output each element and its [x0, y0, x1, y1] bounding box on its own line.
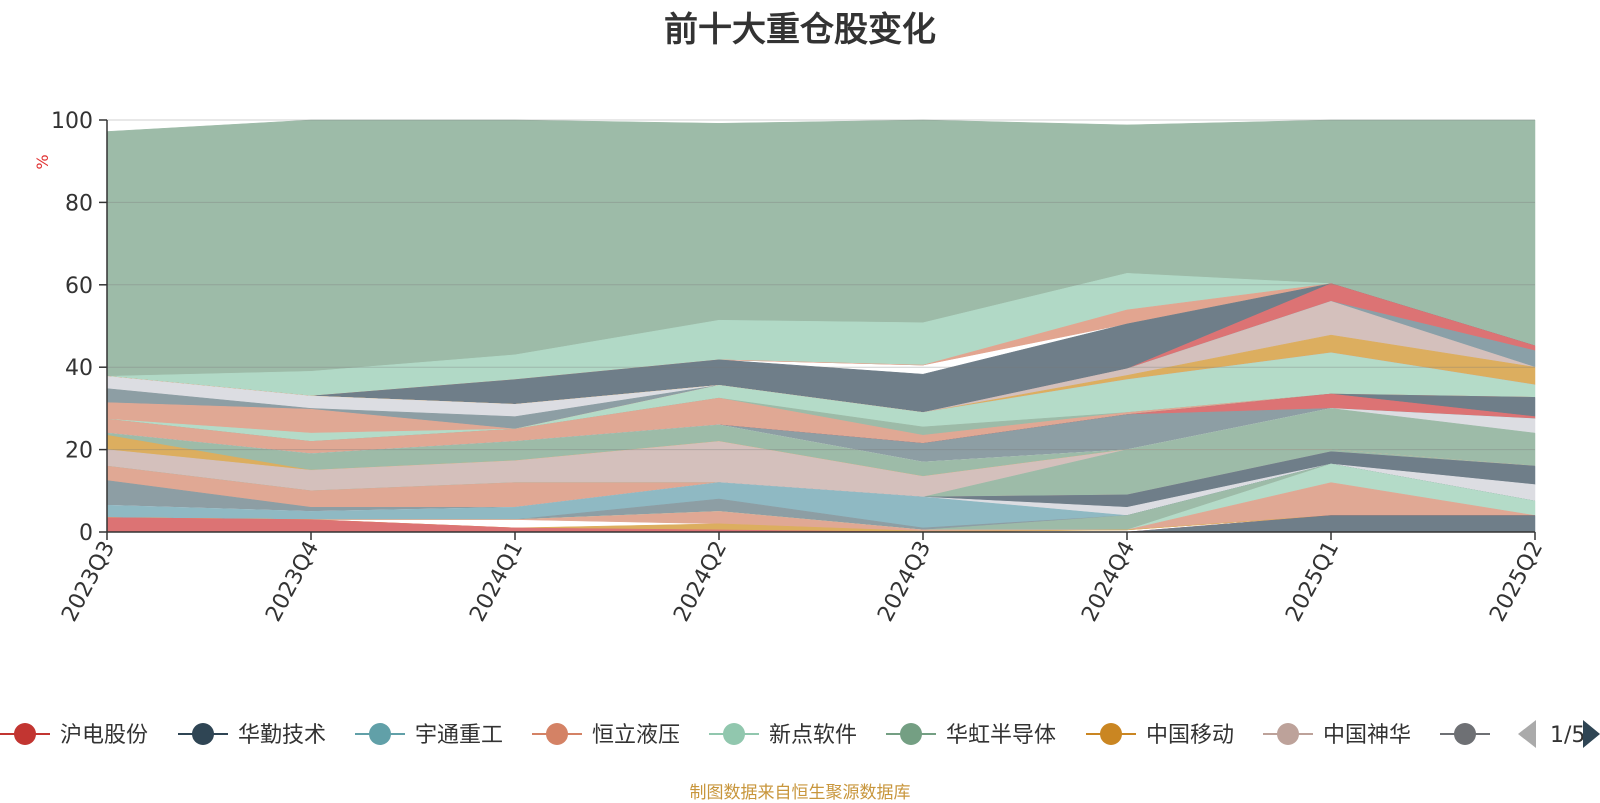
- x-tick-label: 2023Q3: [57, 537, 120, 626]
- y-tick-label: 20: [65, 439, 93, 464]
- legend-label: 新点软件: [769, 723, 857, 748]
- legend-item[interactable]: [1440, 723, 1490, 745]
- legend[interactable]: 沪电股份 华勤技术 宇通重工 恒立液压 新点软件 华虹半导体 中国移动 中国神华 1/5: [0, 720, 1600, 748]
- legend-item[interactable]: 新点软件: [709, 723, 857, 748]
- legend-item[interactable]: 宇通重工: [355, 723, 503, 748]
- legend-marker: [1100, 723, 1122, 745]
- legend-item[interactable]: 恒立液压: [532, 723, 680, 748]
- y-tick-label: 0: [79, 521, 93, 546]
- legend-marker: [900, 723, 922, 745]
- y-tick-label: 80: [65, 191, 93, 216]
- legend-item[interactable]: 中国神华: [1263, 723, 1411, 748]
- legend-label: 沪电股份: [60, 723, 148, 748]
- legend-item[interactable]: 华虹半导体: [886, 723, 1056, 748]
- legend-next-page-icon[interactable]: [1583, 720, 1600, 748]
- source-note: 制图数据来自恒生聚源数据库: [689, 783, 911, 803]
- x-tick-label: 2024Q2: [669, 537, 732, 626]
- legend-marker: [546, 723, 568, 745]
- legend-marker: [14, 723, 36, 745]
- y-axis-label: %: [33, 154, 52, 169]
- legend-marker: [369, 723, 391, 745]
- legend-prev-page-icon[interactable]: [1518, 720, 1536, 748]
- legend-item[interactable]: 沪电股份: [0, 723, 148, 748]
- legend-label: 恒立液压: [592, 723, 680, 748]
- legend-page-indicator: 1/5: [1550, 723, 1585, 748]
- x-tick-label: 2024Q1: [465, 537, 528, 626]
- chart-title: 前十大重仓股变化: [664, 10, 936, 50]
- y-tick-label: 60: [65, 274, 93, 299]
- x-tick-label: 2025Q1: [1281, 537, 1344, 626]
- grid-lines: [107, 119, 1535, 451]
- x-tick-label: 2025Q2: [1485, 537, 1548, 626]
- y-tick-label: 40: [65, 356, 93, 381]
- legend-label: 中国神华: [1323, 723, 1411, 748]
- legend-marker: [1454, 723, 1476, 745]
- y-tick-label: 100: [51, 109, 93, 134]
- stacked-areas: [106, 119, 1536, 533]
- legend-item[interactable]: 中国移动: [1086, 723, 1234, 748]
- legend-item[interactable]: 华勤技术: [178, 723, 326, 748]
- legend-marker: [1277, 723, 1299, 745]
- x-tick-label: 2024Q4: [1077, 537, 1140, 626]
- legend-label: 华虹半导体: [946, 723, 1056, 748]
- x-tick-label: 2023Q4: [261, 537, 324, 626]
- legend-marker: [723, 723, 745, 745]
- legend-label: 华勤技术: [238, 723, 326, 748]
- legend-label: 中国移动: [1146, 723, 1234, 748]
- x-tick-label: 2024Q3: [873, 537, 936, 626]
- legend-label: 宇通重工: [415, 723, 503, 748]
- legend-marker: [192, 723, 214, 745]
